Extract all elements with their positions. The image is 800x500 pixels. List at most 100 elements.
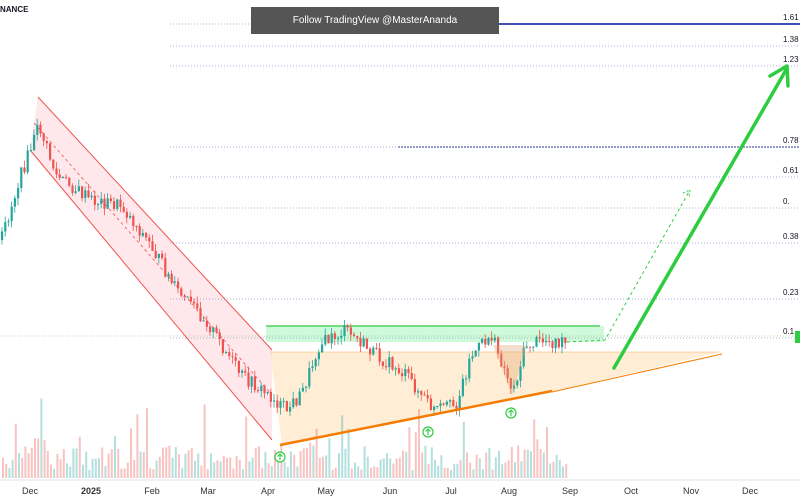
volume-bar xyxy=(488,447,491,478)
candle-body xyxy=(404,368,407,377)
volume-bar xyxy=(107,453,110,478)
candle-body xyxy=(337,337,340,339)
volume-bar xyxy=(242,469,244,478)
volume-bar xyxy=(18,453,20,478)
candle-body xyxy=(266,391,269,394)
candle-body xyxy=(196,303,199,309)
volume-bar xyxy=(430,447,433,478)
candle-body xyxy=(273,400,276,402)
volume-bar xyxy=(453,463,456,478)
candle-body xyxy=(97,203,100,205)
volume-bar xyxy=(40,398,43,478)
volume-bar xyxy=(440,455,443,478)
candle-body xyxy=(33,134,36,151)
volume-bar xyxy=(206,469,209,478)
volume-bar xyxy=(235,456,238,478)
volume-bar xyxy=(302,448,305,478)
candle-body xyxy=(356,336,359,339)
candle-body xyxy=(554,338,557,349)
candle-body xyxy=(481,338,484,343)
volume-bar xyxy=(30,447,33,478)
candle-body xyxy=(420,391,423,395)
volume-bar xyxy=(203,404,206,478)
triangle-fill xyxy=(270,352,720,445)
candle-body xyxy=(221,339,224,353)
follow-banner[interactable]: Follow TradingView @MasterAnanda xyxy=(251,7,499,34)
x-tick-label: Aug xyxy=(501,486,517,496)
candle-body xyxy=(148,237,151,242)
volume-bar xyxy=(334,467,337,478)
volume-bar xyxy=(552,461,555,478)
candle-body xyxy=(471,356,474,359)
volume-bar xyxy=(101,447,104,478)
candle-body xyxy=(349,327,352,335)
candle-body xyxy=(551,341,554,349)
volume-bar xyxy=(130,428,132,478)
volume-bar xyxy=(56,453,59,478)
candle-body xyxy=(295,398,298,406)
candle-body xyxy=(321,344,324,353)
candle-body xyxy=(145,232,148,238)
volume-bar xyxy=(347,428,350,478)
candle-body xyxy=(359,338,362,347)
volume-bar xyxy=(299,451,302,478)
candle-body xyxy=(279,401,282,408)
candle-body xyxy=(452,400,455,406)
projection-dashed-head xyxy=(682,189,691,199)
volume-bar xyxy=(434,459,436,478)
volume-bar xyxy=(117,448,120,478)
volume-bar xyxy=(59,459,62,478)
candle-body xyxy=(106,198,109,209)
candle-body xyxy=(113,201,116,209)
volume-bar xyxy=(517,445,520,478)
volume-bar xyxy=(523,449,526,478)
volume-bar xyxy=(386,453,388,478)
candle-body xyxy=(7,221,10,223)
candle-body xyxy=(468,358,471,379)
candle-body xyxy=(237,360,240,373)
volume-bar xyxy=(82,464,84,478)
volume-bar xyxy=(418,409,420,478)
candle-body xyxy=(532,346,535,348)
volume-bar xyxy=(197,453,200,478)
volume-bar xyxy=(213,462,216,478)
volume-bar xyxy=(526,449,529,478)
candle-body xyxy=(391,357,394,370)
volume-bar xyxy=(475,454,478,478)
volume-bar xyxy=(187,450,190,478)
volume-bar xyxy=(322,456,324,478)
volume-bar xyxy=(565,463,568,478)
fib-level-label: 0.23 xyxy=(783,288,799,297)
candle-body xyxy=(465,378,468,380)
candle-body xyxy=(381,361,384,367)
volume-bar xyxy=(350,468,353,478)
candle-body xyxy=(250,376,253,387)
volume-bar xyxy=(53,468,56,478)
candle-body xyxy=(525,346,528,348)
candle-body xyxy=(157,253,160,258)
volume-bar xyxy=(286,466,289,478)
fib-level-label: 0.78 xyxy=(783,136,799,145)
candle-body xyxy=(407,368,410,374)
candle-body xyxy=(308,368,311,387)
candle-body xyxy=(77,186,80,192)
volume-bar xyxy=(491,469,494,478)
volume-bar xyxy=(370,467,372,478)
volume-bar xyxy=(146,408,148,478)
candle-body xyxy=(285,401,288,412)
candle-body xyxy=(314,359,317,367)
candle-body xyxy=(36,124,39,135)
volume-bar xyxy=(194,460,196,478)
candle-body xyxy=(138,226,141,236)
volume-bar xyxy=(331,469,334,478)
volume-bar xyxy=(485,452,488,478)
candle-body xyxy=(231,356,234,358)
volume-bar xyxy=(50,464,52,478)
candle-body xyxy=(257,390,260,392)
candle-body xyxy=(65,176,68,178)
volume-bar xyxy=(443,467,446,478)
candle-body xyxy=(439,403,442,406)
volume-bar xyxy=(238,459,241,478)
